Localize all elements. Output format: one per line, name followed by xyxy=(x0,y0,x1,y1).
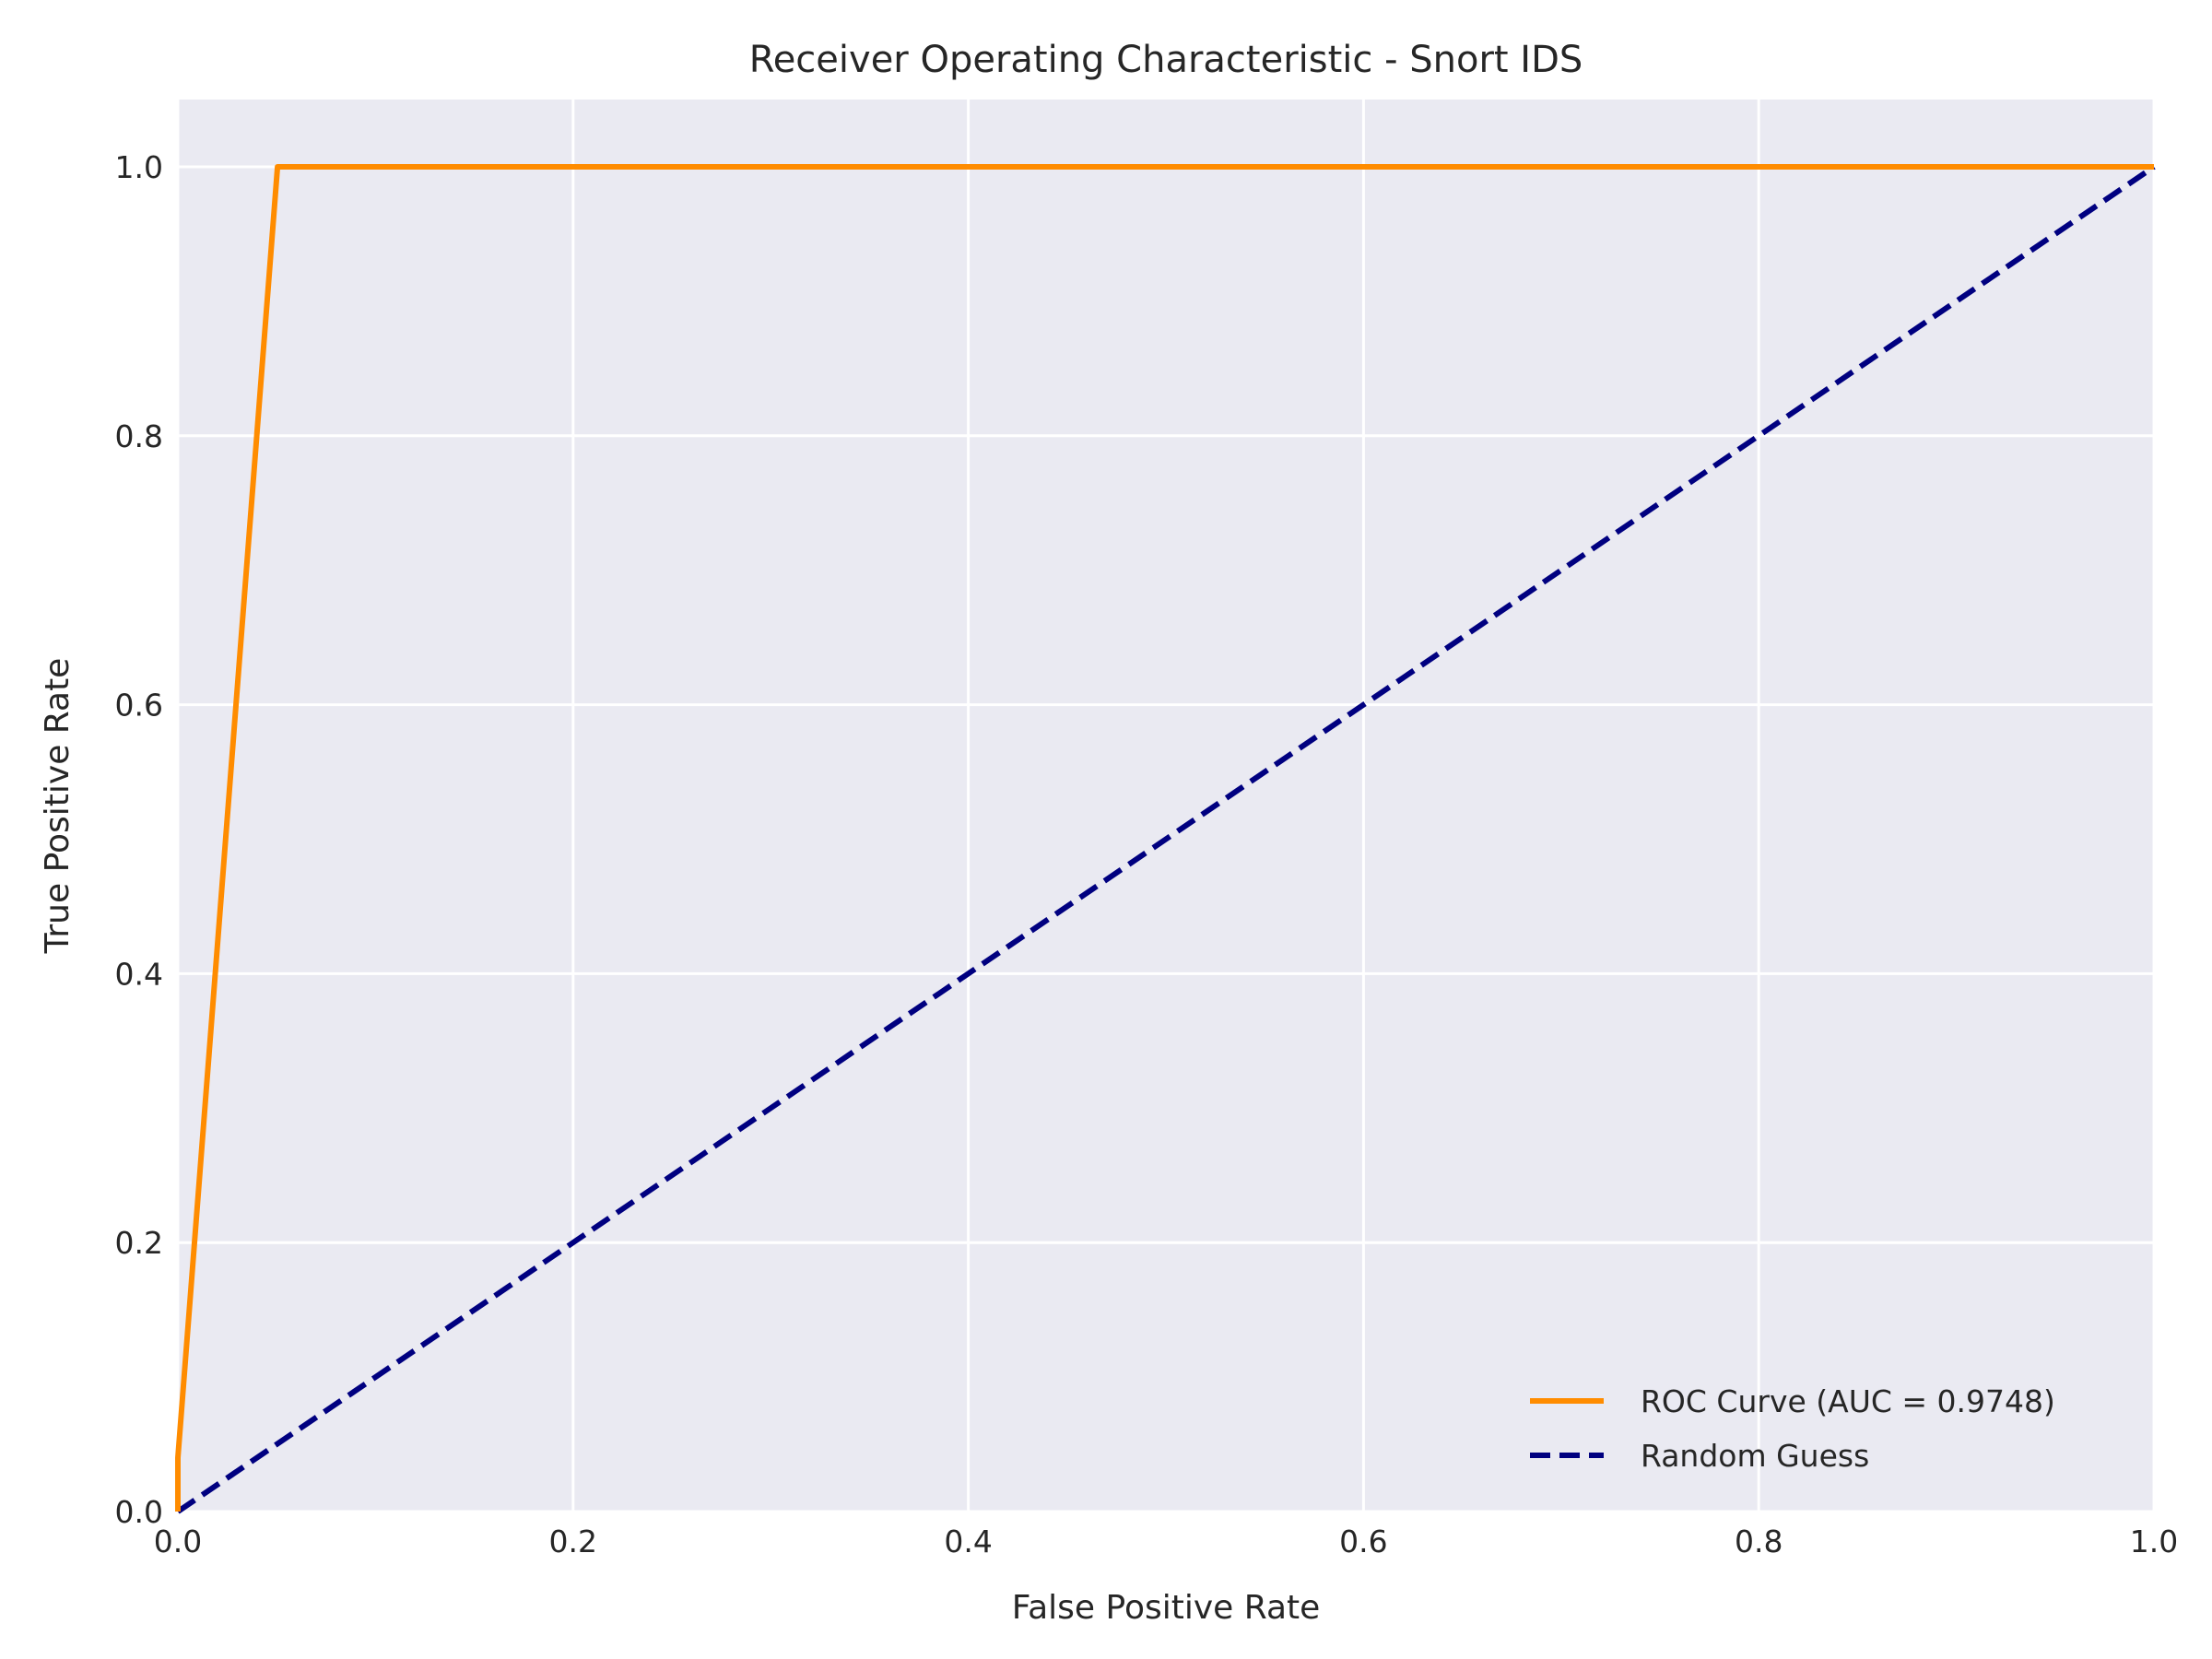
x-tick-label: 0.8 xyxy=(1735,1524,1783,1559)
legend-label: Random Guess xyxy=(1641,1438,1869,1474)
chart-title: Receiver Operating Characteristic - Snor… xyxy=(749,39,1583,81)
y-tick-label: 0.6 xyxy=(115,688,163,724)
y-tick-label: 0.8 xyxy=(115,418,163,454)
plot-area xyxy=(178,100,2154,1512)
grid-lines xyxy=(176,100,2156,1513)
x-tick-label: 0.2 xyxy=(549,1524,597,1559)
y-tick-label: 0.2 xyxy=(115,1225,163,1261)
tick-labels: 0.0 0.2 0.4 0.6 0.8 1.0 0.0 0.2 0.4 0.6 0.8 1.0 xyxy=(115,149,2179,1559)
x-tick-label: 0.6 xyxy=(1339,1524,1387,1559)
y-axis-label: True Positive Rate xyxy=(39,658,76,955)
y-tick-label: 0.4 xyxy=(115,956,163,992)
series-layer xyxy=(175,164,2156,1514)
legend-label: ROC Curve (AUC = 0.9748) xyxy=(1641,1383,2055,1419)
x-tick-label: 0.0 xyxy=(154,1524,202,1559)
y-tick-label: 1.0 xyxy=(115,149,163,185)
legend: ROC Curve (AUC = 0.9748) Random Guess xyxy=(1530,1383,2055,1474)
x-axis-label: False Positive Rate xyxy=(1012,1589,1321,1627)
random-guess-line xyxy=(176,164,2156,1514)
roc-curve-line xyxy=(175,164,2154,1512)
y-tick-label: 0.0 xyxy=(115,1494,163,1530)
x-tick-label: 0.4 xyxy=(944,1524,992,1559)
x-tick-label: 1.0 xyxy=(2130,1524,2178,1559)
